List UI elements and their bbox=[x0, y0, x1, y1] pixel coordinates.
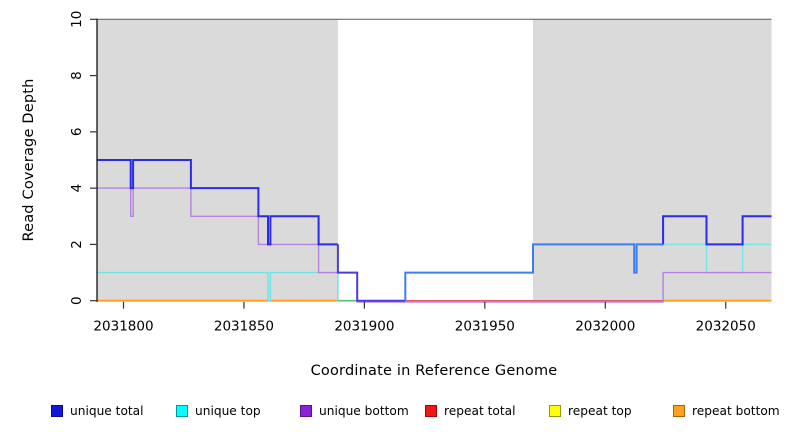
legend-label: unique total bbox=[70, 404, 144, 418]
legend-label: repeat bottom bbox=[692, 404, 780, 418]
legend-item-repeat-top: repeat top bbox=[549, 399, 632, 423]
legend-item-unique-bottom: unique bottom bbox=[300, 399, 409, 423]
x-axis-tick-label: 2031850 bbox=[214, 319, 274, 335]
legend-item-repeat-total: repeat total bbox=[425, 399, 515, 423]
legend-swatch-repeat-total-icon bbox=[425, 405, 437, 417]
legend-label: unique top bbox=[195, 404, 261, 418]
legend-item-unique-total: unique total bbox=[51, 399, 144, 423]
legend-label: unique bottom bbox=[319, 404, 409, 418]
legend-label: repeat top bbox=[568, 404, 632, 418]
y-axis-tick-label: 8 bbox=[69, 71, 85, 80]
series-path-unique-bottom bbox=[97, 187, 772, 303]
legend-item-repeat-bottom: repeat bottom bbox=[673, 399, 780, 423]
series-path-unique-total-azure-overlap bbox=[404, 243, 664, 301]
x-axis-tick-label: 2031950 bbox=[455, 319, 515, 335]
repeat-region-shading bbox=[533, 19, 772, 302]
y-axis-tick-label: 10 bbox=[69, 11, 85, 28]
legend-swatch-unique-top-icon bbox=[176, 405, 188, 417]
x-axis-tick-label: 2032000 bbox=[575, 319, 635, 335]
legend-item-unique-top: unique top bbox=[176, 399, 261, 423]
y-axis-tick-label: 0 bbox=[69, 296, 85, 305]
legend: unique total unique top unique bottom repea… bbox=[0, 399, 792, 425]
x-axis-tick-label: 2031900 bbox=[334, 319, 394, 335]
y-axis-tick-label: 6 bbox=[69, 128, 85, 137]
series-path-unique-total-dark-right bbox=[662, 215, 772, 246]
legend-swatch-unique-bottom-icon bbox=[300, 405, 312, 417]
x-axis-tick-label: 2032050 bbox=[696, 319, 756, 335]
y-axis-title: Read Coverage Depth bbox=[21, 78, 37, 242]
y-axis-tick-label: 2 bbox=[69, 240, 85, 249]
series-path-unique-total-dark-left bbox=[97, 159, 338, 246]
x-axis-title: Coordinate in Reference Genome bbox=[310, 363, 558, 379]
legend-swatch-repeat-top-icon bbox=[549, 405, 561, 417]
y-axis-tick-label: 4 bbox=[69, 184, 85, 193]
legend-swatch-repeat-bottom-icon bbox=[673, 405, 685, 417]
legend-label: repeat total bbox=[444, 404, 516, 418]
series-path-unique-total-violet-overlap bbox=[336, 244, 406, 302]
legend-swatch-unique-total-icon bbox=[51, 405, 63, 417]
x-axis-tick-label: 2031800 bbox=[93, 319, 153, 335]
